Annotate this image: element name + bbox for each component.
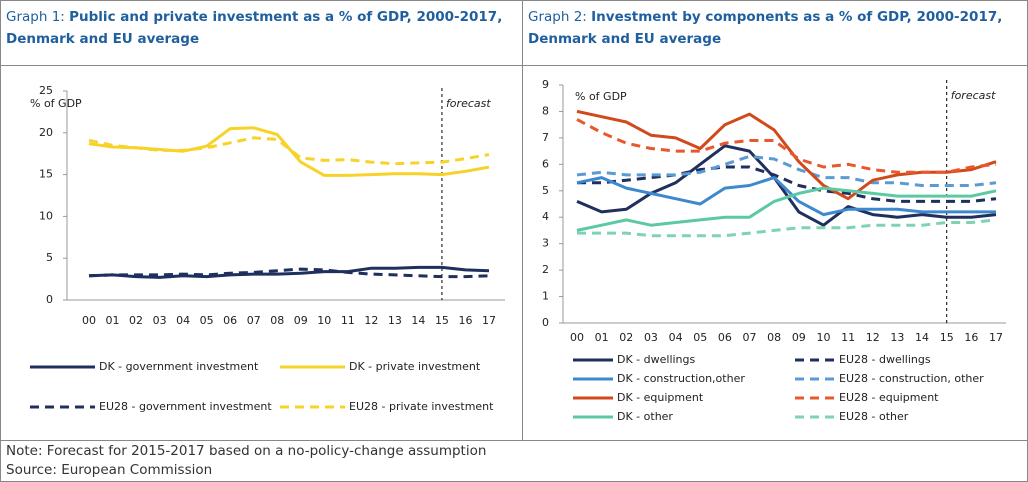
x-tick-label: 01 bbox=[595, 331, 609, 344]
legend-label: DK - construction,other bbox=[617, 372, 745, 385]
y-tick-label: 2 bbox=[542, 263, 549, 276]
y-tick-label: 9 bbox=[542, 78, 549, 91]
x-tick-label: 12 bbox=[866, 331, 880, 344]
x-tick-label: 07 bbox=[247, 314, 261, 327]
y-tick-label: 3 bbox=[542, 237, 549, 250]
series-line bbox=[576, 176, 996, 217]
legend-label: EU28 - equipment bbox=[839, 391, 939, 404]
legend-label: DK - private investment bbox=[349, 360, 481, 373]
x-tick-label: 04 bbox=[669, 331, 683, 344]
series-line bbox=[88, 265, 490, 279]
series-line bbox=[576, 118, 997, 174]
x-tick-label: 10 bbox=[816, 331, 830, 344]
y-tick-label: 10 bbox=[39, 209, 53, 222]
legend-label: EU28 - private investment bbox=[349, 400, 494, 413]
legend-label: DK - other bbox=[617, 410, 673, 423]
x-tick-label: 17 bbox=[989, 331, 1003, 344]
x-tick-label: 17 bbox=[482, 314, 496, 327]
x-tick-label: 03 bbox=[153, 314, 167, 327]
x-tick-label: 11 bbox=[341, 314, 355, 327]
y-tick-label: 15 bbox=[39, 168, 53, 181]
legend-label: DK - government investment bbox=[99, 360, 259, 373]
y-tick-label: 25 bbox=[39, 84, 53, 97]
series-line bbox=[577, 165, 997, 203]
annotation: forecast bbox=[446, 97, 491, 110]
series-line bbox=[88, 267, 490, 279]
x-tick-label: 05 bbox=[693, 331, 707, 344]
y-tick-label: 0 bbox=[542, 316, 549, 329]
graph-label: Graph 2: bbox=[528, 9, 587, 25]
y-tick-label: 8 bbox=[542, 104, 549, 117]
x-tick-label: 14 bbox=[915, 331, 929, 344]
y-tick-label: 5 bbox=[542, 184, 549, 197]
legend-label: EU28 - government investment bbox=[99, 400, 272, 413]
x-tick-label: 15 bbox=[435, 314, 449, 327]
y-tick-label: 7 bbox=[542, 131, 549, 144]
legend-label: EU28 - dwellings bbox=[839, 353, 931, 366]
x-tick-label: 02 bbox=[129, 314, 143, 327]
y-axis-label: % of GDP bbox=[575, 90, 627, 103]
series-line bbox=[576, 144, 997, 227]
x-tick-label: 07 bbox=[743, 331, 757, 344]
graph-label: Graph 1: bbox=[6, 9, 65, 25]
y-axis-label: % of GDP bbox=[30, 97, 82, 110]
x-tick-label: 02 bbox=[619, 331, 633, 344]
x-tick-label: 06 bbox=[223, 314, 237, 327]
x-tick-label: 03 bbox=[644, 331, 658, 344]
x-tick-label: 08 bbox=[270, 314, 284, 327]
x-tick-label: 12 bbox=[364, 314, 378, 327]
series-line bbox=[88, 136, 490, 166]
series-line bbox=[576, 154, 997, 187]
source: Source: European Commission bbox=[6, 462, 213, 478]
x-tick-label: 08 bbox=[767, 331, 781, 344]
x-tick-label: 09 bbox=[294, 314, 308, 327]
x-tick-label: 09 bbox=[792, 331, 806, 344]
note: Note: Forecast for 2015-2017 based on a … bbox=[6, 443, 487, 459]
legend-label: EU28 - construction, other bbox=[839, 372, 984, 385]
x-tick-label: 16 bbox=[964, 331, 978, 344]
x-tick-label: 00 bbox=[82, 314, 96, 327]
annotation: forecast bbox=[951, 89, 996, 102]
legend-label: DK - equipment bbox=[617, 391, 704, 404]
y-tick-label: 6 bbox=[542, 157, 549, 170]
y-tick-label: 5 bbox=[46, 251, 53, 264]
x-tick-label: 11 bbox=[841, 331, 855, 344]
x-tick-label: 15 bbox=[940, 331, 954, 344]
x-tick-label: 13 bbox=[388, 314, 402, 327]
y-tick-label: 1 bbox=[542, 290, 549, 303]
legend-label: EU28 - other bbox=[839, 410, 909, 423]
x-tick-label: 06 bbox=[718, 331, 732, 344]
x-tick-label: 16 bbox=[458, 314, 472, 327]
header: Graph 2: Investment by components as a %… bbox=[528, 6, 1022, 50]
y-tick-label: 4 bbox=[542, 210, 549, 223]
series-line bbox=[88, 126, 490, 177]
x-tick-label: 14 bbox=[411, 314, 425, 327]
header: Graph 1: Public and private investment a… bbox=[6, 6, 516, 50]
x-tick-label: 01 bbox=[106, 314, 120, 327]
x-tick-label: 05 bbox=[200, 314, 214, 327]
chart-title: Public and private investment as a % of … bbox=[6, 9, 503, 47]
series-line bbox=[576, 186, 997, 232]
y-tick-label: 0 bbox=[46, 293, 53, 306]
legend-label: DK - dwellings bbox=[617, 353, 696, 366]
x-tick-label: 10 bbox=[317, 314, 331, 327]
x-tick-label: 13 bbox=[890, 331, 904, 344]
series-line bbox=[577, 218, 997, 238]
x-tick-label: 00 bbox=[570, 331, 584, 344]
chart-title: Investment by components as a % of GDP, … bbox=[528, 9, 1003, 47]
x-tick-label: 04 bbox=[176, 314, 190, 327]
y-tick-label: 20 bbox=[39, 126, 53, 139]
